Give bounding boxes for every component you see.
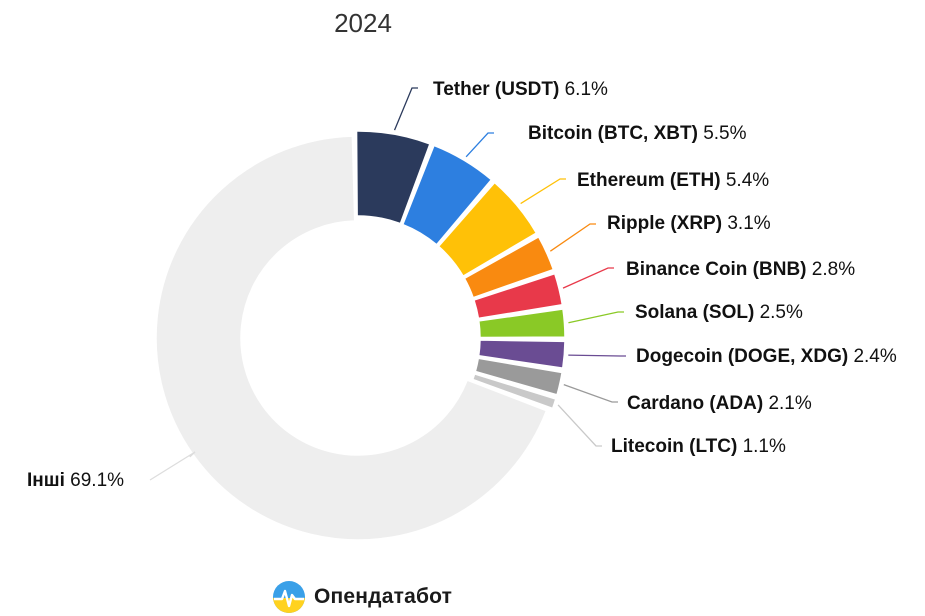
slice-10: [155, 135, 548, 541]
slice-label-10: Інші 69.1%: [27, 470, 124, 491]
slice-label-6: Solana (SOL) 2.5%: [635, 302, 803, 323]
slice-label-9: Litecoin (LTC) 1.1%: [611, 436, 786, 457]
brand-logo: Опендатабот: [272, 580, 452, 614]
chart-slices: [155, 130, 566, 541]
leader-line-10: [149, 451, 196, 481]
slice-3: [437, 181, 538, 277]
slice-4: [463, 236, 555, 299]
leader-line-2: [465, 132, 494, 158]
leader-line-9: [557, 404, 602, 447]
slice-label-2: Bitcoin (BTC, XBT) 5.5%: [528, 123, 747, 144]
slice-2: [402, 144, 493, 246]
slice-label-1: Tether (USDT) 6.1%: [433, 79, 608, 100]
opendatabot-logo-icon: [273, 581, 305, 613]
slice-8: [474, 357, 563, 396]
slice-label-3: Ethereum (ETH) 5.4%: [577, 170, 769, 191]
slice-6: [478, 308, 566, 339]
leader-line-6: [568, 311, 624, 324]
chart-leader-lines: [149, 87, 626, 481]
leader-line-8: [563, 383, 618, 403]
slice-7: [477, 339, 566, 369]
leader-line-1: [393, 87, 418, 131]
slice-9: [471, 373, 557, 410]
leader-line-7: [568, 354, 626, 357]
brand-name: Опендатабот: [314, 585, 453, 608]
leader-line-3: [520, 178, 566, 205]
slice-1: [355, 130, 431, 225]
leader-line-4: [549, 223, 596, 252]
slice-label-7: Dogecoin (DOGE, XDG) 2.4%: [636, 346, 897, 367]
chart-title: 2024: [334, 8, 392, 38]
slice-label-5: Binance Coin (BNB) 2.8%: [626, 259, 855, 280]
slice-label-8: Cardano (ADA) 2.1%: [627, 393, 812, 414]
slice-5: [473, 272, 564, 320]
leader-line-5: [562, 267, 614, 289]
chart-labels: Tether (USDT) 6.1% Bitcoin (BTC, XBT) 5.5…: [27, 79, 897, 491]
slice-label-4: Ripple (XRP) 3.1%: [607, 213, 771, 234]
